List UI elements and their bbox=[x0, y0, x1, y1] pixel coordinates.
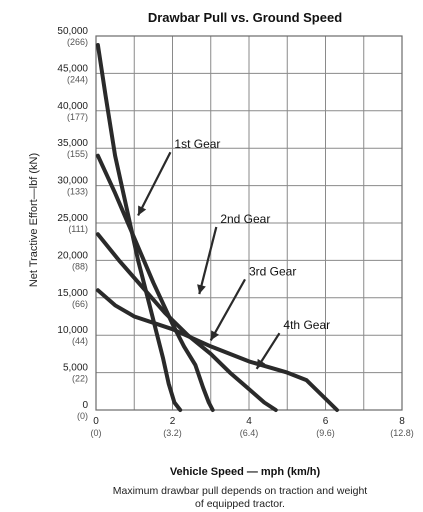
y-tick-sublabel: (111) bbox=[68, 224, 88, 234]
x-axis-ticks: 0(0) 2(3.2) 4(6.4) 6(9.6) 8(12.8) bbox=[91, 416, 414, 438]
y-tick-label: 50,000 bbox=[57, 26, 88, 37]
x-tick-label: 4 bbox=[246, 416, 252, 427]
y-tick-sublabel: (66) bbox=[72, 299, 88, 309]
x-axis-label: Vehicle Speed — mph (km/h) bbox=[170, 466, 321, 478]
y-tick-sublabel: (133) bbox=[67, 187, 88, 197]
y-tick-sublabel: (0) bbox=[77, 411, 88, 421]
y-tick-sublabel: (155) bbox=[67, 149, 88, 159]
caption-line-2: of equipped tractor. bbox=[195, 498, 285, 510]
y-tick-label: 5,000 bbox=[63, 363, 88, 374]
series-label-arrow-3 bbox=[209, 278, 246, 341]
grid bbox=[95, 35, 403, 411]
y-tick-label: 45,000 bbox=[57, 63, 88, 74]
series-line-2 bbox=[95, 153, 215, 412]
y-tick-sublabel: (88) bbox=[72, 261, 88, 271]
series-label-3: 3rd Gear bbox=[249, 264, 296, 278]
series-label-arrowhead-1 bbox=[138, 205, 147, 216]
caption-line-1: Maximum drawbar pull depends on traction… bbox=[113, 485, 368, 497]
series-label-arrowhead-3 bbox=[210, 330, 220, 341]
x-tick-label: 0 bbox=[93, 416, 99, 427]
y-tick-sublabel: (44) bbox=[72, 336, 88, 346]
series-line-3 bbox=[95, 232, 278, 412]
x-tick-sublabel: (0) bbox=[91, 428, 102, 438]
y-tick-label: 10,000 bbox=[57, 325, 88, 336]
series-label-4: 4th Gear bbox=[283, 318, 330, 332]
y-tick-label: 40,000 bbox=[57, 101, 88, 112]
series-label-arrowhead-4 bbox=[256, 358, 266, 369]
x-tick-label: 8 bbox=[399, 416, 405, 427]
y-tick-label: 0 bbox=[82, 400, 88, 411]
series-label-arrow-2 bbox=[198, 226, 218, 295]
series-line-1 bbox=[95, 43, 183, 412]
plot-frame bbox=[95, 35, 403, 411]
series-label-arrowhead-2 bbox=[197, 284, 206, 295]
y-tick-sublabel: (266) bbox=[67, 37, 88, 47]
y-tick-sublabel: (177) bbox=[67, 112, 88, 122]
y-axis-label: Net Tractive Effort—lbf (kN) bbox=[28, 153, 40, 287]
y-tick-label: 25,000 bbox=[57, 213, 88, 224]
y-tick-label: 20,000 bbox=[57, 250, 88, 261]
y-tick-label: 15,000 bbox=[57, 288, 88, 299]
x-tick-label: 2 bbox=[170, 416, 176, 427]
y-tick-label: 30,000 bbox=[57, 176, 88, 187]
series-labels: 1st Gear 2nd Gear 3rd Gear 4th Gear bbox=[137, 137, 330, 370]
y-tick-sublabel: (22) bbox=[72, 374, 88, 384]
x-tick-sublabel: (12.8) bbox=[390, 428, 414, 438]
series-label-1: 1st Gear bbox=[174, 137, 220, 151]
y-tick-sublabel: (244) bbox=[67, 74, 88, 84]
x-tick-sublabel: (9.6) bbox=[316, 428, 335, 438]
series-lines bbox=[95, 43, 339, 412]
chart-title: Drawbar Pull vs. Ground Speed bbox=[148, 10, 342, 25]
x-tick-label: 6 bbox=[323, 416, 329, 427]
y-axis-ticks: 0(0)5,000(22)10,000(44)15,000(66)20,000(… bbox=[57, 26, 88, 421]
x-tick-sublabel: (6.4) bbox=[240, 428, 259, 438]
series-label-arrow-1 bbox=[137, 151, 172, 217]
x-tick-sublabel: (3.2) bbox=[163, 428, 182, 438]
series-line-4 bbox=[95, 288, 339, 412]
y-tick-label: 35,000 bbox=[57, 138, 88, 149]
series-label-2: 2nd Gear bbox=[220, 212, 270, 226]
